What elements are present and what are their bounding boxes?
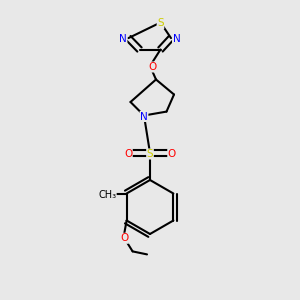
Text: N: N [172,34,180,44]
Text: N: N [119,34,127,44]
Text: N: N [140,112,148,122]
Text: S: S [157,19,164,28]
Text: S: S [147,149,153,159]
Text: O: O [168,149,176,159]
Text: O: O [148,62,157,72]
Text: O: O [120,233,128,243]
Text: CH₃: CH₃ [98,190,116,200]
Text: O: O [124,149,132,159]
